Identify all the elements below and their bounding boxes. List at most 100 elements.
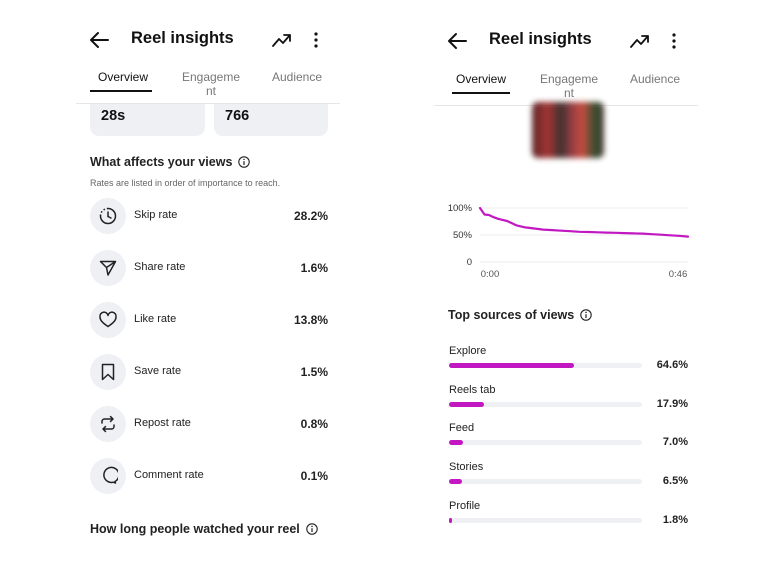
source-bar-fill [449, 518, 453, 523]
section-subtitle: Rates are listed in order of importance … [90, 178, 281, 188]
source-row-reels-tab: Reels tab 17.9% [448, 384, 688, 414]
metric-row-skip: Skip rate 28.2% [90, 198, 330, 234]
metric-row-save: Save rate 1.5% [90, 354, 330, 390]
source-value: 6.5% [662, 475, 688, 487]
source-bar-track [449, 518, 642, 523]
tab-bar: Overview Engageme nt Audience [76, 68, 340, 104]
metric-row-like: Like rate 13.8% [90, 302, 330, 338]
source-bar-track [449, 440, 642, 445]
tab-audience[interactable]: Audience [629, 72, 681, 86]
source-label: Explore [449, 345, 487, 357]
tab-audience[interactable]: Audience [271, 70, 323, 84]
active-tab-indicator [90, 90, 152, 92]
source-bar-track [449, 363, 642, 368]
stat-value: 766 [225, 108, 250, 124]
x-tick-label: 0:00 [481, 269, 500, 280]
info-icon[interactable] [306, 523, 318, 535]
left-screen: Reel insights Overview Engageme nt Audie… [76, 0, 340, 581]
metric-value: 1.5% [300, 365, 328, 379]
metric-icon-bg [90, 250, 126, 286]
section-title-text: Top sources of views [448, 308, 575, 322]
tab-overview[interactable]: Overview [456, 72, 507, 86]
metric-value: 0.8% [300, 417, 328, 431]
metric-label: Skip rate [134, 209, 178, 221]
section-title-affects: What affects your views [90, 155, 251, 169]
metric-label: Like rate [134, 313, 177, 325]
app-header: Reel insights [86, 28, 336, 52]
metric-row-comment: Comment rate 0.1% [90, 458, 330, 494]
metric-value: 1.6% [300, 261, 328, 275]
stat-card: 766 [214, 104, 328, 136]
metric-row-share: Share rate 1.6% [90, 250, 330, 286]
y-tick-label: 0 [467, 257, 472, 268]
y-tick-label: 50% [453, 230, 473, 241]
stat-card: 28s [90, 104, 205, 136]
source-bar-fill [449, 440, 463, 445]
metric-value: 13.8% [293, 313, 328, 327]
y-tick-label: 100% [448, 203, 473, 214]
x-tick-label: 0:46 [669, 269, 688, 280]
arrow-left-icon[interactable] [446, 31, 468, 51]
arrow-left-icon[interactable] [88, 30, 110, 50]
metric-icon-bg [90, 198, 126, 234]
source-label: Stories [449, 461, 484, 473]
source-value: 64.6% [656, 359, 688, 371]
heart-icon [99, 311, 117, 328]
metric-label: Repost rate [134, 417, 191, 429]
active-tab-indicator [452, 92, 510, 94]
trending-up-icon[interactable] [272, 31, 292, 49]
source-value: 1.8% [662, 514, 688, 526]
section-title-watch: How long people watched your reel [90, 522, 318, 536]
tab-bar: Overview Engageme nt Audience [434, 70, 698, 106]
section-title-text: How long people watched your reel [90, 522, 300, 536]
metric-icon-bg [90, 406, 126, 442]
skip-clock-icon [99, 207, 117, 225]
source-bar-fill [449, 479, 462, 484]
trending-up-icon[interactable] [630, 32, 650, 50]
app-header: Reel insights [444, 29, 694, 53]
tab-engagement[interactable]: Engageme nt [539, 72, 599, 100]
reel-thumbnail[interactable] [532, 102, 604, 158]
source-value: 17.9% [656, 398, 688, 410]
source-bar-track [449, 479, 642, 484]
right-screen: Reel insights Overview Engageme nt Audie… [434, 0, 698, 581]
section-title-sources: Top sources of views [448, 308, 592, 322]
source-bar-fill [449, 363, 574, 368]
source-row-feed: Feed 7.0% [448, 422, 688, 452]
source-bar-track [449, 402, 642, 407]
comment-bubble-icon [103, 466, 118, 484]
divider [76, 103, 340, 104]
stat-value: 28s [101, 108, 126, 124]
tab-overview[interactable]: Overview [98, 70, 149, 84]
bookmark-icon [101, 363, 115, 381]
metric-icon-bg [90, 458, 126, 494]
retention-line [478, 206, 690, 238]
source-row-profile: Profile 1.8% [448, 500, 688, 530]
metric-value: 0.1% [300, 469, 328, 483]
more-vertical-icon[interactable] [670, 31, 678, 51]
section-title-text: What affects your views [90, 155, 233, 169]
metric-label: Comment rate [134, 469, 204, 481]
source-label: Feed [449, 422, 475, 434]
metric-label: Save rate [134, 365, 182, 377]
source-value: 7.0% [662, 436, 688, 448]
share-send-icon [99, 260, 117, 276]
more-vertical-icon[interactable] [312, 30, 320, 50]
tab-engagement[interactable]: Engageme nt [181, 70, 241, 98]
metric-value: 28.2% [293, 209, 328, 223]
page-title: Reel insights [489, 30, 592, 48]
source-bar-fill [449, 402, 484, 407]
page-title: Reel insights [131, 29, 234, 47]
source-label: Reels tab [449, 384, 496, 396]
metric-icon-bg [90, 302, 126, 338]
metric-icon-bg [90, 354, 126, 390]
source-row-stories: Stories 6.5% [448, 461, 688, 491]
repost-icon [101, 415, 115, 433]
info-icon[interactable] [238, 156, 251, 168]
info-icon[interactable] [580, 309, 592, 321]
source-row-explore: Explore 64.6% [448, 345, 688, 375]
source-label: Profile [449, 500, 481, 512]
metric-label: Share rate [134, 261, 186, 273]
retention-chart: 100% 50% 0 0:00 0:46 [448, 203, 690, 280]
metric-row-repost: Repost rate 0.8% [90, 406, 330, 442]
